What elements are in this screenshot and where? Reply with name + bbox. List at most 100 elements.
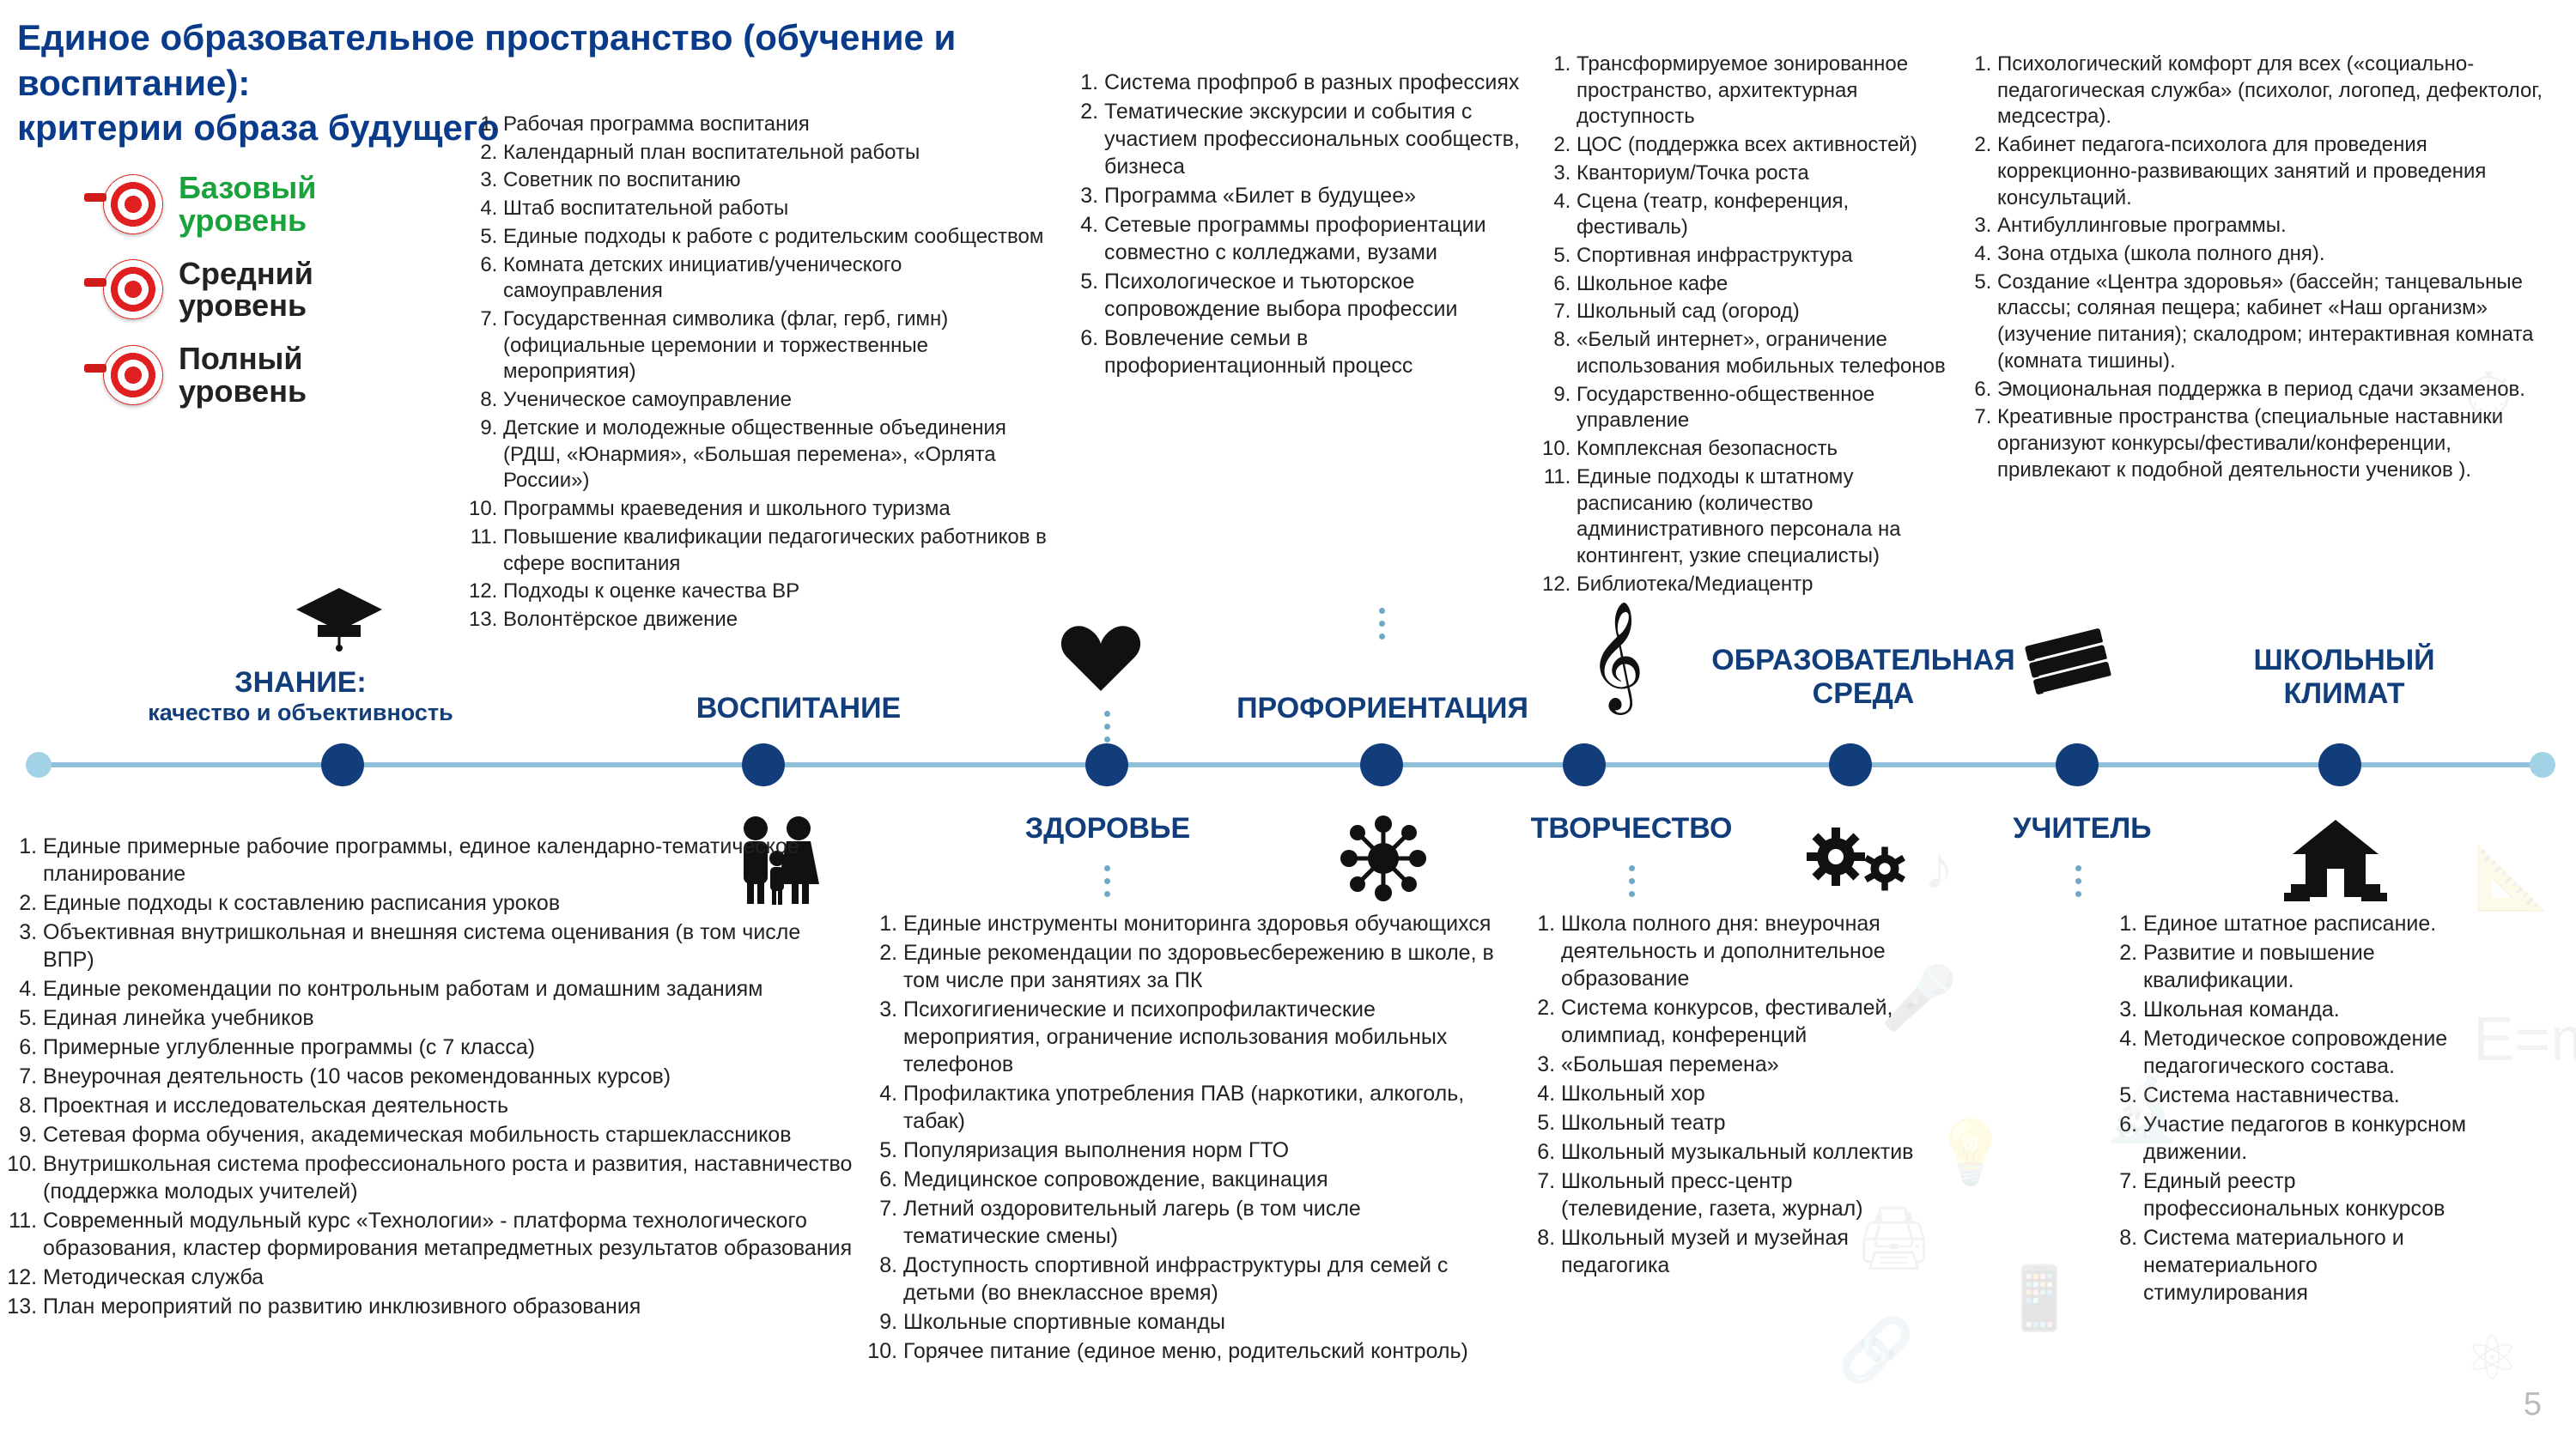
list-item: Советник по воспитанию xyxy=(503,167,1065,194)
list-item: Система конкурсов, фестивалей, олимпиад,… xyxy=(1561,994,1917,1049)
list-item: Календарный план воспитательной работы xyxy=(503,140,1065,167)
bg-icon: 📐 xyxy=(2473,841,2550,914)
gears-icon xyxy=(1803,815,1915,906)
list-item: Внеурочная деятельность (10 часов рекоме… xyxy=(43,1063,854,1090)
list-item: Единые подходы к работе с родительским с… xyxy=(503,224,1065,251)
list-item: Современный модульный курс «Технологии» … xyxy=(43,1207,854,1262)
list-item: Сцена (театр, конференция, фестиваль) xyxy=(1577,189,1949,241)
list-item: Школьный сад (огород) xyxy=(1577,299,1949,325)
list-item: Единые рекомендации по здоровьесбережени… xyxy=(903,939,1499,994)
graduation-cap-icon xyxy=(292,584,386,657)
network-icon xyxy=(1336,811,1431,910)
list-item: Антибуллинговые программы. xyxy=(1997,213,2559,239)
connector-dots xyxy=(2075,858,2081,904)
topic-label-line2: СРЕДА xyxy=(1666,677,2061,711)
topic-label: ВОСПИТАНИЕ xyxy=(670,692,927,725)
list-item: Проектная и исследовательская деятельнос… xyxy=(43,1092,854,1119)
list-item: Внутришкольная система профессионального… xyxy=(43,1150,854,1205)
list-item: Программы краеведения и школьного туризм… xyxy=(503,496,1065,523)
heart-icon xyxy=(1058,618,1144,700)
list-item: Сетевые программы профориентации совмест… xyxy=(1104,211,1528,266)
schoolhouse-icon xyxy=(2284,815,2387,914)
timeline-dot xyxy=(1563,743,1606,786)
list-item: Государственная символика (флаг, герб, г… xyxy=(503,306,1065,385)
bg-icon: 🔗 xyxy=(1838,1313,1915,1386)
list-item: Развитие и повышение квалификации. xyxy=(2143,939,2473,994)
list-environment: Трансформируемое зонированное пространст… xyxy=(1537,52,1949,599)
topic-label: ПРОФОРИЕНТАЦИЯ xyxy=(1159,692,1606,725)
topic-teacher: УЧИТЕЛЬ xyxy=(1975,812,2190,846)
list-item: Единые подходы к штатному расписанию (ко… xyxy=(1577,464,1949,570)
connector-dots xyxy=(1103,858,1110,904)
list-item: Горячее питание (единое меню, родительск… xyxy=(903,1337,1499,1365)
timeline-dot xyxy=(2318,743,2361,786)
level-label: Средний уровень xyxy=(179,258,313,323)
list-item: Рабочая программа воспитания xyxy=(503,112,1065,138)
list-item: Летний оздоровительный лагерь (в том чис… xyxy=(903,1195,1499,1250)
list-item: Примерные углубленные программы (с 7 кла… xyxy=(43,1034,854,1061)
level-label: Базовый уровень xyxy=(179,172,316,237)
list-item: Штаб воспитательной работы xyxy=(503,196,1065,222)
list-item: Психологический комфорт для всех («социа… xyxy=(1997,52,2559,130)
list-item: План мероприятий по развитию инклюзивног… xyxy=(43,1293,854,1320)
topic-vospitanie: ВОСПИТАНИЕ xyxy=(670,692,927,725)
target-icon xyxy=(103,259,163,319)
list-item: Тематические экскурсии и события с участ… xyxy=(1104,98,1528,180)
topic-health: ЗДОРОВЬЕ xyxy=(979,812,1236,846)
levels-group: Базовый уровень Средний уровень Полный у… xyxy=(103,172,316,428)
topic-sublabel: качество и объективность xyxy=(86,700,515,726)
list-item: Объективная внутришкольная и внешняя сис… xyxy=(43,919,854,973)
timeline-dot xyxy=(321,743,364,786)
list-item: Методическая служба xyxy=(43,1264,854,1291)
list-item: ЦОС (поддержка всех активностей) xyxy=(1577,132,1949,159)
timeline-dot xyxy=(2056,743,2099,786)
timeline-dot xyxy=(1360,743,1403,786)
list-item: Методическое сопровождение педагогическо… xyxy=(2143,1025,2473,1080)
list-item: Спортивная инфраструктура xyxy=(1577,243,1949,270)
bg-icon: ♪ xyxy=(1923,833,1954,903)
list-vospitanie: Рабочая программа воспитанияКалендарный … xyxy=(464,112,1065,635)
list-item: Единый реестр профессиональных конкурсов xyxy=(2143,1167,2473,1222)
timeline-line xyxy=(26,762,2550,767)
timeline-end-left xyxy=(26,752,52,778)
list-item: Школьный хор xyxy=(1561,1080,1917,1107)
list-item: Вовлечение семьи в профориентационный пр… xyxy=(1104,324,1528,379)
list-item: Сетевая форма обучения, академическая мо… xyxy=(43,1121,854,1149)
timeline-dot xyxy=(1829,743,1872,786)
topic-climate: ШКОЛЬНЫЙ КЛИМАТ xyxy=(2190,644,2499,711)
list-item: Доступность спортивной инфраструктуры дл… xyxy=(903,1252,1499,1307)
level-medium: Средний уровень xyxy=(103,258,316,323)
list-item: Система наставничества. xyxy=(2143,1082,2473,1109)
list-item: Школьная команда. xyxy=(2143,996,2473,1023)
list-item: Детские и молодежные общественные объеди… xyxy=(503,415,1065,494)
list-item: Трансформируемое зонированное пространст… xyxy=(1577,52,1949,130)
topic-label: УЧИТЕЛЬ xyxy=(1975,812,2190,846)
list-proforient: Система профпроб в разных профессияхТема… xyxy=(1065,69,1528,381)
list-item: Единая линейка учебников xyxy=(43,1004,854,1032)
topic-label: ОБРАЗОВАТЕЛЬНАЯ xyxy=(1666,644,2061,677)
list-knowledge: Единые примерные рабочие программы, един… xyxy=(3,833,854,1322)
list-item: Система профпроб в разных профессиях xyxy=(1104,69,1528,96)
timeline-dot xyxy=(742,743,785,786)
list-item: Создание «Центра здоровья» (бассейн; тан… xyxy=(1997,270,2559,375)
list-item: Школьные спортивные команды xyxy=(903,1308,1499,1336)
list-item: Психологическое и тьюторское сопровожден… xyxy=(1104,268,1528,323)
list-item: Кванториум/Точка роста xyxy=(1577,161,1949,187)
connector-dots xyxy=(1628,858,1635,904)
list-item: Волонтёрское движение xyxy=(503,607,1065,634)
list-item: Повышение квалификации педагогических ра… xyxy=(503,524,1065,577)
topic-label: ЗДОРОВЬЕ xyxy=(979,812,1236,846)
bg-icon: 🔬 xyxy=(2104,1073,2181,1146)
list-item: Единые инструменты мониторинга здоровья … xyxy=(903,910,1499,937)
list-item: Школьный музыкальный коллектив xyxy=(1561,1138,1917,1166)
level-full: Полный уровень xyxy=(103,343,316,408)
list-item: Медицинское сопровождение, вакцинация xyxy=(903,1166,1499,1193)
bg-icon: ⏱ xyxy=(2464,361,2512,433)
bg-icon: 💡 xyxy=(1932,1116,2009,1189)
list-item: Подходы к оценке качества ВР xyxy=(503,579,1065,605)
list-item: Зона отдыха (школа полного дня). xyxy=(1997,241,2559,268)
list-health: Единые инструменты мониторинга здоровья … xyxy=(864,910,1499,1367)
timeline-end-right xyxy=(2530,752,2555,778)
topic-proforient: ПРОФОРИЕНТАЦИЯ xyxy=(1159,692,1606,725)
list-item: Кабинет педагога-психолога для проведени… xyxy=(1997,132,2559,211)
